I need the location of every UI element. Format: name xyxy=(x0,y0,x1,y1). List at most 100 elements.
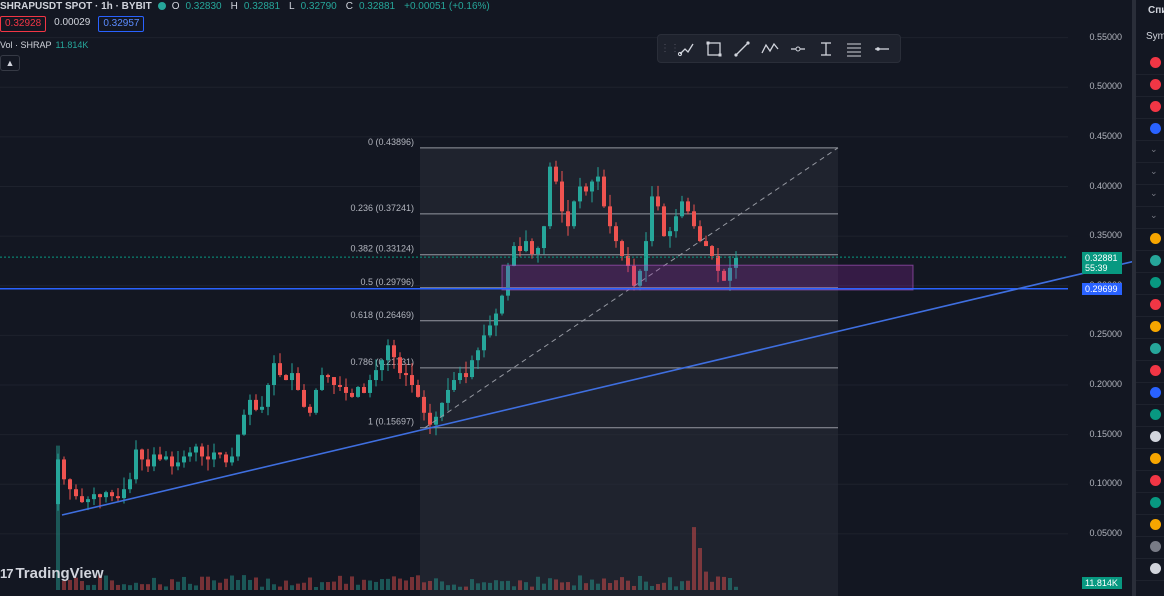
sell-button[interactable]: 0.32928 xyxy=(0,16,47,32)
coin-icon xyxy=(1150,123,1161,134)
watchlist-row[interactable] xyxy=(1136,558,1164,581)
coin-icon xyxy=(1150,79,1161,90)
watchlist-title[interactable]: Спи xyxy=(1148,5,1164,16)
candle-body xyxy=(452,380,456,390)
watchlist-row[interactable] xyxy=(1136,272,1164,295)
path-icon[interactable] xyxy=(756,35,784,62)
watchlist-row[interactable] xyxy=(1136,96,1164,119)
candle-body xyxy=(248,399,252,415)
watchlist-row[interactable] xyxy=(1136,316,1164,339)
candle-body xyxy=(128,479,132,490)
candle-body xyxy=(152,454,156,467)
coin-icon xyxy=(1150,387,1161,398)
volume-bar xyxy=(140,584,144,590)
watchlist-row[interactable] xyxy=(1136,470,1164,493)
watchlist-row[interactable] xyxy=(1136,52,1164,75)
chevron-down-icon[interactable]: ⌄ xyxy=(1150,144,1158,154)
volume-bar xyxy=(662,582,666,590)
watchlist-row[interactable] xyxy=(1136,360,1164,383)
price-tick-label: 0.15000 xyxy=(1089,428,1122,439)
volume-bar xyxy=(716,576,720,590)
candle-body xyxy=(176,462,180,467)
watchlist-row[interactable] xyxy=(1136,382,1164,405)
volume-bar xyxy=(188,583,192,590)
candle-body xyxy=(596,176,600,182)
chevron-up-icon: ▲ xyxy=(5,58,15,68)
watchlist-row[interactable] xyxy=(1136,250,1164,273)
volume-bar xyxy=(320,582,324,590)
volume-bar xyxy=(506,580,510,590)
symbol-title[interactable]: SHRAPUSDT SPOT · 1h · BYBIT xyxy=(0,0,152,12)
volume-bar xyxy=(464,586,468,590)
volume-bar xyxy=(566,582,570,590)
watchlist-row[interactable]: ⌄ xyxy=(1136,140,1164,163)
trade-prices: 0.32928 0.00029 0.32957 xyxy=(0,16,145,32)
buy-button[interactable]: 0.32957 xyxy=(98,16,145,32)
volume-bar xyxy=(620,577,624,590)
watchlist-row[interactable] xyxy=(1136,228,1164,251)
watchlist-row[interactable]: ⌄ xyxy=(1136,206,1164,229)
volume-bar xyxy=(428,580,432,590)
volume-bar xyxy=(116,584,120,590)
volume-bar xyxy=(578,575,582,590)
fib-level-label: 1 (0.15697) xyxy=(368,417,414,427)
candle-body xyxy=(386,345,390,361)
volume-bar xyxy=(608,582,612,590)
price-axis[interactable]: 0.550000.500000.450000.400000.350000.300… xyxy=(1068,0,1128,596)
candle-body xyxy=(368,380,372,393)
rectangle-icon[interactable] xyxy=(700,35,728,62)
watchlist-row[interactable] xyxy=(1136,426,1164,449)
chevron-down-icon[interactable]: ⌄ xyxy=(1150,188,1158,198)
volume-bar xyxy=(206,576,210,590)
volume-bar xyxy=(218,582,222,590)
volume-bar xyxy=(512,586,516,590)
candle-body xyxy=(98,494,102,498)
candle-body xyxy=(344,386,348,393)
brush-icon[interactable] xyxy=(672,35,700,62)
watchlist-row[interactable] xyxy=(1136,338,1164,361)
watchlist-row[interactable] xyxy=(1136,448,1164,471)
trend-line-icon[interactable] xyxy=(728,35,756,62)
trend-line-drawing[interactable] xyxy=(61,258,1145,516)
current-price-label: 0.32881 55:39 xyxy=(1082,252,1122,274)
volume-bar xyxy=(476,583,480,590)
watchlist-row[interactable] xyxy=(1136,536,1164,559)
drag-handle-icon[interactable]: ⋮⋮ xyxy=(660,43,680,54)
watchlist-row[interactable] xyxy=(1136,74,1164,97)
candle-countdown: 55:39 xyxy=(1085,263,1108,273)
collapse-legend-button[interactable]: ▲ xyxy=(0,55,20,71)
candle-body xyxy=(230,456,234,463)
watchlist-row[interactable] xyxy=(1136,294,1164,317)
horizontal-line-icon[interactable] xyxy=(868,35,896,62)
chevron-down-icon[interactable]: ⌄ xyxy=(1150,166,1158,176)
watchlist-row[interactable]: ⌄ xyxy=(1136,162,1164,185)
candle-body xyxy=(236,434,240,457)
coin-icon xyxy=(1150,57,1161,68)
volume-legend[interactable]: Vol · SHRAP 11.814K xyxy=(0,40,88,50)
volume-bar xyxy=(344,583,348,590)
current-price-value: 0.32881 xyxy=(1085,253,1118,263)
watchlist-row[interactable] xyxy=(1136,118,1164,141)
candle-body xyxy=(440,402,444,417)
watchlist-row[interactable] xyxy=(1136,514,1164,537)
volume-bar xyxy=(308,577,312,590)
fib-levels-icon[interactable] xyxy=(840,35,868,62)
watchlist-row[interactable] xyxy=(1136,492,1164,515)
candle-body xyxy=(530,241,534,254)
volume-bar xyxy=(524,582,528,590)
horizontal-ray-icon[interactable] xyxy=(784,35,812,62)
candle-body xyxy=(506,265,510,296)
candle-body xyxy=(290,373,294,381)
candle-body xyxy=(200,446,204,457)
volume-bar xyxy=(386,578,390,590)
volume-bar xyxy=(146,584,150,590)
watchlist-row[interactable] xyxy=(1136,404,1164,427)
range-zone[interactable] xyxy=(501,264,914,291)
drawing-toolbar: ⋮⋮ xyxy=(657,34,901,63)
volume-bar xyxy=(122,584,126,590)
chevron-down-icon[interactable]: ⌄ xyxy=(1150,210,1158,220)
watchlist-row[interactable]: ⌄ xyxy=(1136,184,1164,207)
volume-bar xyxy=(734,586,738,590)
text-cursor-icon[interactable] xyxy=(812,35,840,62)
